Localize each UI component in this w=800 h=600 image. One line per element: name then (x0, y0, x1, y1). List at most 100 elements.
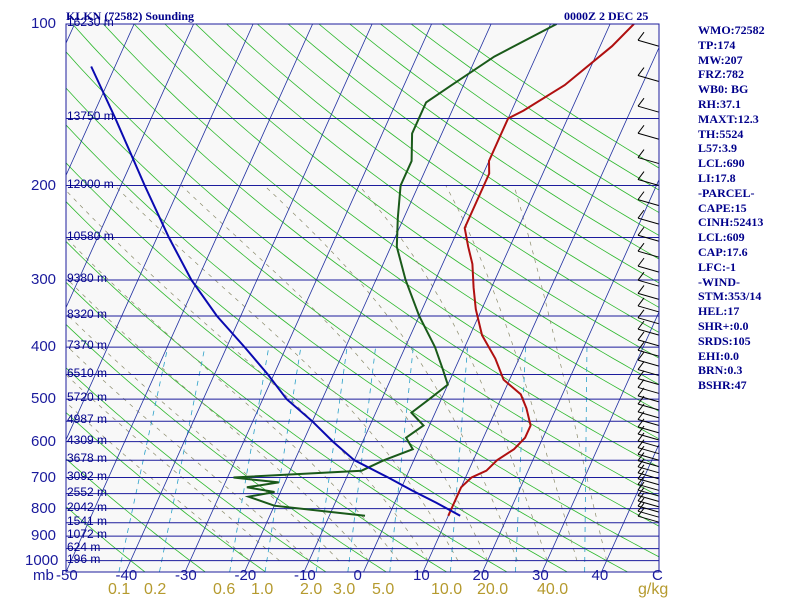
height-level-label: 3092 m (67, 468, 108, 483)
stat-item: BSHR:47 (698, 378, 747, 393)
pressure-tick-label: 300 (31, 271, 57, 289)
wind-barb-flag (637, 361, 645, 370)
dry-adiabat (66, 367, 327, 572)
stat-item: -WIND- (698, 274, 740, 289)
wind-barb (637, 440, 660, 448)
dry-adiabat (66, 87, 659, 527)
temperature-tick-label: 20 (472, 567, 490, 584)
stat-item: STM:353/14 (698, 289, 762, 304)
stat-item: WB0: BG (698, 82, 749, 97)
temperature-tick-label: 10 (413, 567, 430, 584)
stat-item: LI:17.8 (698, 170, 736, 185)
wind-barb (637, 447, 660, 455)
height-level-label: 10580 m (67, 228, 114, 243)
temperature-tick-label: 40 (591, 567, 609, 584)
wind-barb-flag (637, 458, 645, 468)
stat-item: SRDS:105 (698, 333, 751, 348)
dry-adiabat (66, 162, 628, 572)
wind-barb (637, 369, 660, 377)
dry-adiabat (133, 24, 659, 412)
moist-adiabat (66, 312, 340, 561)
wind-barb-flag (637, 341, 645, 351)
mixing-ratio-line (389, 347, 414, 572)
mixing-ratio-line (315, 347, 348, 572)
mixing-ratio-label: 1.0 (251, 581, 274, 598)
wind-barb-flag (637, 492, 645, 502)
temperature-tick-label: 30 (532, 567, 549, 584)
wind-barb-flag (637, 320, 645, 330)
wind-barb (637, 349, 660, 357)
dry-adiabat (226, 24, 659, 333)
wind-barb-flag (637, 464, 645, 474)
wind-barb (637, 426, 660, 434)
dry-adiabat (66, 240, 508, 572)
height-level-label: 1072 m (67, 527, 108, 542)
wind-barb (637, 234, 660, 242)
wind-barb-flag (637, 297, 645, 307)
mixing-ratio-label: 40.0 (537, 581, 569, 598)
wind-barb-flag (637, 209, 645, 219)
wind-barb-flag (637, 271, 645, 281)
wind-barb-flag (637, 395, 645, 405)
parcel-profile (90, 66, 461, 517)
height-level-label: 624 m (67, 539, 101, 554)
wind-barb-flag (637, 379, 645, 388)
dry-adiabat (318, 24, 659, 260)
wind-barb-flag (637, 257, 645, 267)
wind-barb-flag (637, 124, 645, 134)
wind-barb-flag (637, 309, 645, 319)
dry-adiabat (287, 24, 659, 284)
dewpoint-profile (233, 24, 558, 517)
wind-barb-flag (637, 191, 645, 200)
isotherm-line (363, 24, 611, 572)
height-level-label: 4309 m (67, 432, 108, 447)
wind-barb-flag (637, 171, 645, 180)
dry-adiabat (72, 24, 659, 468)
wind-barb-flag (637, 97, 645, 107)
pressure-unit-label: mb (33, 567, 54, 584)
isotherm-line (66, 24, 135, 177)
height-level-label: 7370 m (67, 338, 108, 353)
stat-item: -PARCEL- (698, 185, 755, 200)
wind-barb-flag (637, 445, 645, 455)
wind-barb-flag (637, 351, 645, 361)
station-title: KLKN (72582) Sounding (66, 9, 195, 23)
wind-barb (637, 199, 660, 207)
mixing-ratio-label: 2.0 (300, 581, 323, 598)
isotherm-line (66, 24, 194, 309)
stat-item: TP:174 (698, 37, 736, 52)
wind-barb-flag (637, 418, 645, 428)
stat-item: SHR+:0.0 (698, 318, 749, 333)
mixing-ratio-label: 0.2 (144, 581, 167, 598)
plot-area (66, 24, 659, 572)
stat-item: LCL:690 (698, 156, 745, 171)
mixing-ratio-line (347, 347, 377, 572)
wind-barb (637, 403, 660, 411)
pressure-tick-label: 600 (31, 432, 57, 450)
wind-barb (637, 339, 660, 347)
wind-barb (637, 179, 660, 187)
isotherm-line (125, 24, 373, 572)
stat-item: LCL:609 (698, 230, 745, 245)
stat-item: TH:5524 (698, 126, 744, 141)
mixing-ratio-label: 5.0 (372, 581, 395, 598)
height-level-label: 16230 m (67, 15, 114, 29)
wind-barb-flag (637, 497, 645, 507)
temperature-tick-label: -50 (56, 567, 78, 584)
wind-barb (637, 292, 660, 300)
wind-barb (637, 132, 660, 140)
height-level-label: 2042 m (67, 499, 108, 514)
wind-barb-flag (637, 149, 645, 158)
stat-item: FRZ:782 (698, 67, 744, 82)
stat-item: LFC:-1 (698, 259, 736, 274)
pressure-tick-label: 100 (31, 15, 57, 32)
stat-item: CAPE:15 (698, 200, 747, 215)
dry-adiabat (195, 24, 659, 359)
wind-barb-flag (637, 439, 645, 448)
wind-barb (637, 378, 660, 386)
height-level-label: 2552 m (67, 484, 108, 499)
height-level-label: 8320 m (67, 306, 108, 321)
wind-barb-flag (637, 487, 645, 496)
dry-adiabat (66, 458, 206, 572)
